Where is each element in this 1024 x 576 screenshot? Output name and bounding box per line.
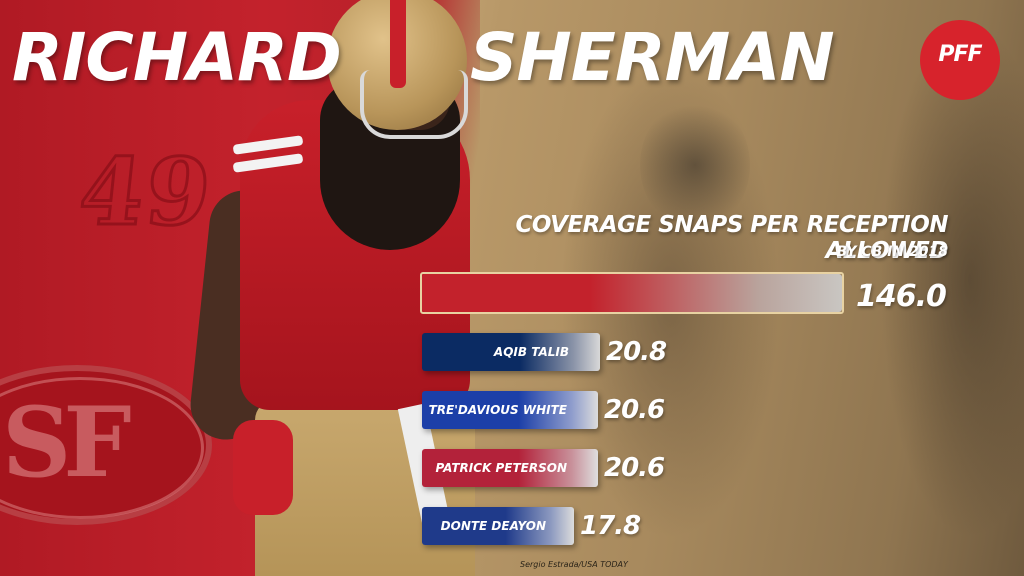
player-photo (187, 0, 495, 576)
player-last-name: SHERMAN (470, 19, 835, 96)
chart-subtitle: BY CB IN 2018 (836, 244, 948, 260)
bar-value-label: 17.8 (580, 511, 641, 541)
bar-value-label: 20.6 (604, 453, 665, 483)
bar-category-label: DONTE DEAYON (440, 519, 546, 533)
sf-logo-letters: SF (2, 386, 132, 499)
highlight-bar-frame (420, 272, 844, 314)
helmet-facemask (360, 70, 468, 139)
pff-logo-text: PFF (938, 42, 982, 67)
bar-value-label: 20.6 (604, 395, 665, 425)
bar (422, 449, 598, 487)
bar-category-label: TRE'DAVIOUS WHITE (428, 403, 567, 417)
background-player-blur (880, 20, 1024, 540)
helmet-stripe (390, 0, 406, 88)
player-first-name: RICHARD (12, 19, 342, 96)
bar-category-label: PATRICK PETERSON (435, 461, 567, 475)
pff-logo-circle (920, 20, 1000, 100)
photo-credit: Sergio Estrada/USA TODAY (520, 560, 628, 569)
sf-team-logo: SF (0, 365, 212, 525)
pff-logo: PFF (920, 20, 1000, 100)
bar-value-label: 20.8 (606, 337, 667, 367)
background-helmet-blur (640, 100, 750, 230)
bar (422, 391, 598, 429)
bar (422, 507, 574, 545)
bar-category-label: AQIB TALIB (493, 345, 569, 359)
bar-highlight (422, 274, 842, 312)
player-glove (233, 420, 293, 515)
bar (422, 333, 600, 371)
chart-title: COVERAGE SNAPS PER RECEPTION ALLOWED (515, 212, 949, 264)
bar-value-label: 146.0 (856, 279, 947, 314)
sf-logo-ring (0, 377, 204, 519)
